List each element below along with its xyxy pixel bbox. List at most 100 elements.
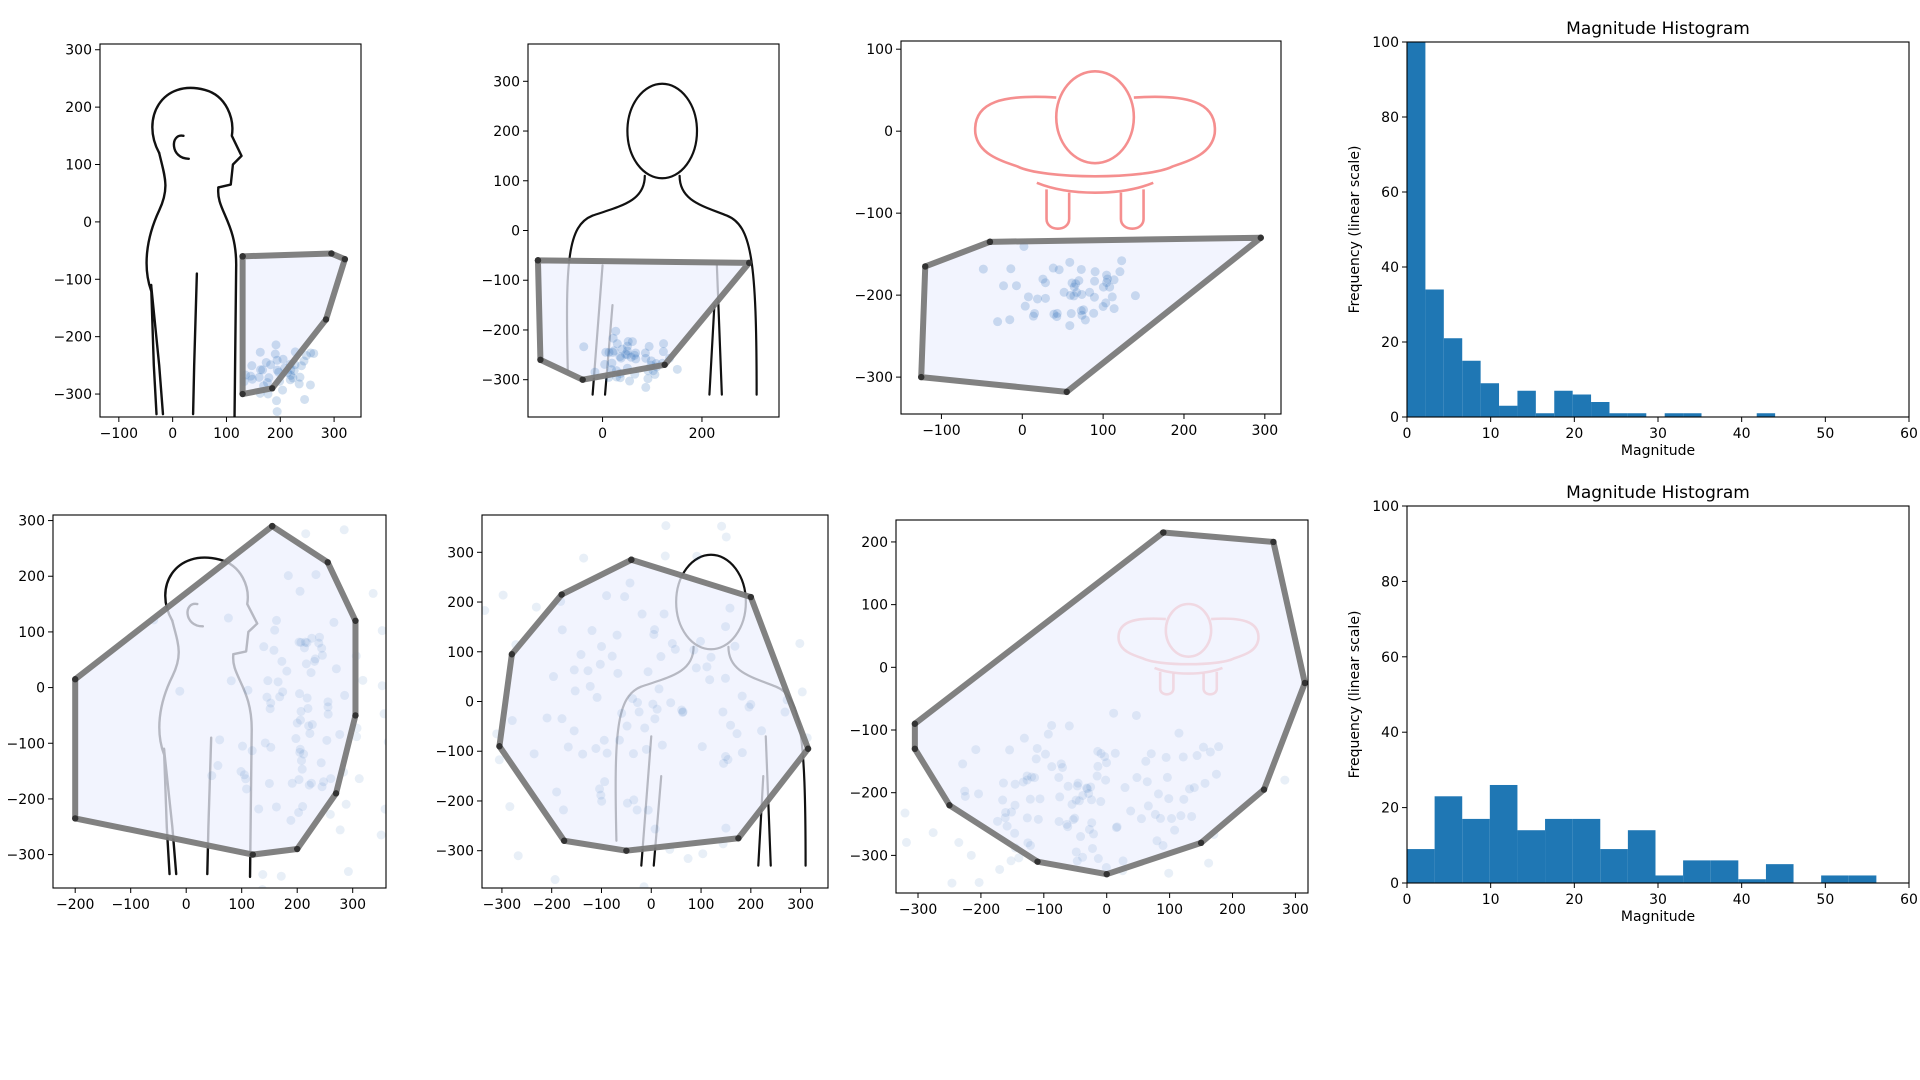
scatter-point (1187, 811, 1197, 821)
hull-vertex (249, 851, 256, 858)
histogram-bar (1572, 394, 1592, 417)
y-tick-label: −200 (7, 792, 45, 808)
scatter-point (1033, 814, 1043, 824)
axes-frame (52, 514, 387, 889)
scatter-point (247, 361, 257, 371)
scatter-point (254, 372, 264, 382)
y-tick-label: 40 (1381, 260, 1399, 276)
scatter-point (238, 741, 248, 751)
scatter-point (621, 349, 631, 359)
panel-row2-top-view: −300 −200 −100 0 100 200 300 −300 −200 −100 0 100 20… (850, 519, 1309, 918)
scatter-point (1076, 306, 1086, 316)
scatter-point (1023, 838, 1033, 848)
x-tick-label: −200 (962, 902, 1000, 918)
scatter-point (591, 743, 601, 753)
scatter-point (1002, 821, 1012, 831)
scatter-point (1063, 781, 1073, 791)
scatter-point (595, 659, 605, 669)
scatter-point (1065, 321, 1075, 331)
scatter-point (1089, 308, 1099, 318)
scatter-point (1198, 742, 1208, 752)
scatter-point (641, 382, 651, 392)
scatter-point (643, 374, 653, 384)
scatter-point (1054, 265, 1064, 275)
scatter-point (611, 326, 621, 336)
plot-area (918, 70, 1264, 396)
scatter-point (578, 749, 588, 759)
scatter-point (677, 705, 687, 715)
scatter-point (1072, 287, 1082, 297)
chart-title: Magnitude Histogram (1566, 483, 1750, 503)
scatter-point (960, 791, 970, 801)
chart-title: Magnitude Histogram (1566, 19, 1750, 39)
y-tick-label: 0 (465, 695, 474, 711)
scatter-point (545, 977, 554, 986)
scatter-point (295, 372, 305, 382)
histogram-bar (1627, 830, 1656, 883)
scatter-point (718, 707, 728, 717)
scatter-point (380, 804, 386, 814)
scatter-point (383, 738, 386, 746)
x-tick-label: 0 (1018, 423, 1027, 439)
scatter-point (678, 707, 688, 717)
scatter-point (294, 807, 304, 817)
hull-vertex (745, 259, 753, 267)
scatter-point (1063, 822, 1073, 832)
scatter-point (304, 721, 314, 731)
scatter-point (175, 686, 185, 696)
scatter-point (1101, 863, 1111, 873)
hull-vertex (72, 676, 79, 683)
scatter-point (634, 707, 644, 717)
scatter-point (1040, 278, 1050, 288)
scatter-point (978, 264, 988, 274)
hull-vertex (332, 790, 340, 797)
y-tick-label: −100 (54, 272, 92, 288)
scatter-point (1058, 762, 1068, 772)
scatter-point (482, 606, 490, 616)
scatter-point (1102, 758, 1112, 768)
scatter-point (1072, 856, 1082, 866)
scatter-point (265, 704, 275, 714)
scatter-point (1153, 789, 1163, 799)
scatter-point (1069, 282, 1079, 292)
scatter-point (623, 337, 633, 347)
scatter-point (394, 570, 403, 579)
scatter-point (631, 354, 641, 364)
scatter-point (633, 698, 643, 708)
plot-area (1407, 42, 1776, 417)
scatter-point (339, 525, 349, 535)
head-outline (626, 82, 699, 180)
scatter-point (270, 625, 280, 635)
scatter-point (1170, 825, 1180, 835)
scatter-point (620, 592, 630, 602)
scatter-point (1035, 794, 1045, 804)
scatter-point (1162, 772, 1172, 782)
scatter-point (542, 713, 552, 723)
y-tick-label: −100 (855, 206, 893, 222)
scatter-point (309, 348, 319, 358)
scatter-point (247, 746, 257, 756)
scatter-point (1101, 298, 1111, 308)
scatter-point (325, 809, 335, 819)
scatter-point (1102, 274, 1112, 284)
scatter-point (1014, 853, 1024, 863)
scatter-point (291, 734, 301, 744)
scatter-point (1179, 794, 1189, 804)
scatter-point (583, 666, 593, 676)
scatter-point (1054, 816, 1064, 826)
histogram-bar (1683, 860, 1711, 883)
hull-vertex (239, 253, 246, 260)
scatter-point (660, 551, 670, 561)
scatter-point (596, 790, 606, 800)
scatter-point (721, 622, 731, 632)
scatter-point (599, 735, 609, 745)
hull-vertex (1197, 839, 1205, 847)
scatter-point (323, 702, 333, 712)
scatter-point (644, 341, 654, 351)
scatter-point (302, 638, 312, 648)
scatter-point (646, 356, 656, 366)
scatter-point (427, 727, 436, 736)
scatter-point (652, 704, 662, 714)
scatter-point (1084, 824, 1094, 834)
scatter-point (692, 551, 702, 561)
